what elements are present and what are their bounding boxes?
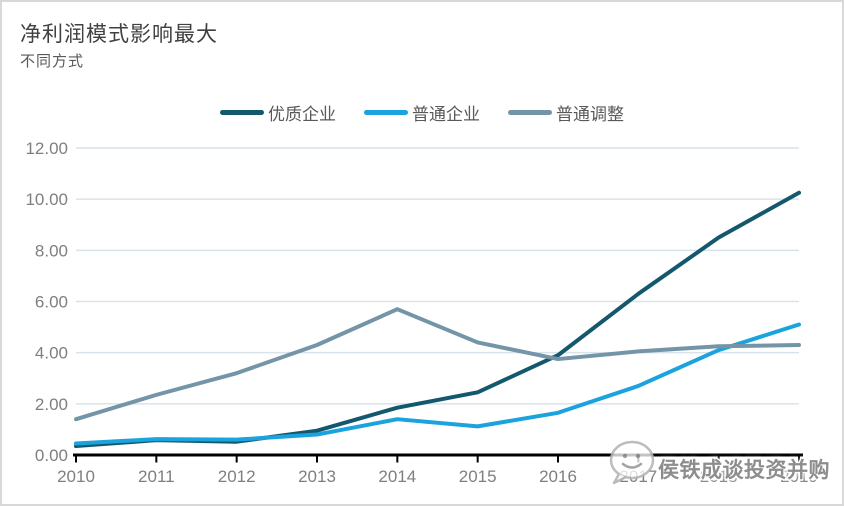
x-axis-tick	[557, 456, 559, 463]
y-tick-label: 0.00	[35, 446, 68, 465]
legend-label: 普通企业	[412, 105, 480, 124]
series-line-2	[74, 307, 801, 422]
x-axis-tick	[396, 456, 399, 463]
y-tick-label: 2.00	[35, 395, 68, 414]
x-axis-tick	[717, 456, 720, 463]
x-tick-label: 2018	[700, 467, 738, 486]
x-axis-line	[73, 453, 803, 457]
legend-label: 优质企业	[268, 105, 336, 124]
y-tick-label: 8.00	[35, 241, 68, 260]
x-axis-tick	[316, 456, 318, 463]
x-axis-tick	[235, 456, 238, 463]
x-tick-label: 2011	[138, 467, 175, 486]
series-line-1	[74, 322, 801, 446]
legend-line-swatch-icon	[364, 110, 408, 115]
y-tick-label: 4.00	[35, 344, 68, 363]
x-axis-tick	[75, 456, 77, 463]
legend-item-ordinary-enterprise: 普通企业	[364, 100, 480, 125]
x-tick-label: 2014	[378, 467, 416, 486]
y-tick-label: 6.00	[35, 293, 68, 312]
legend-item-ordinary-adjusted: 普通调整	[508, 100, 624, 125]
x-tick-label: 2010	[57, 467, 95, 486]
legend-line-swatch-icon	[508, 110, 552, 115]
chart-title: 净利润模式影响最大	[20, 23, 218, 46]
x-axis-tick	[637, 456, 640, 463]
x-axis-tick	[476, 456, 479, 463]
x-tick-label: 2016	[539, 467, 577, 486]
series-line-0	[74, 190, 801, 449]
x-tick-label: 2017	[619, 467, 657, 486]
x-axis-tick	[798, 456, 800, 463]
x-tick-label: 2013	[298, 467, 336, 486]
y-tick-label: 12.00	[25, 139, 68, 158]
x-tick-label: 2019	[780, 467, 818, 486]
y-tick-label: 10.00	[25, 190, 68, 209]
x-tick-label: 2012	[218, 467, 256, 486]
x-axis-tick	[155, 456, 158, 463]
legend-item-quality-enterprise: 优质企业	[220, 100, 336, 125]
chart-subtitle: 不同方式	[20, 53, 85, 70]
x-tick-label: 2015	[459, 467, 497, 486]
chart-legend: 优质企业 普通企业 普通调整	[2, 100, 842, 125]
legend-label: 普通调整	[556, 105, 624, 124]
legend-line-swatch-icon	[220, 110, 264, 115]
